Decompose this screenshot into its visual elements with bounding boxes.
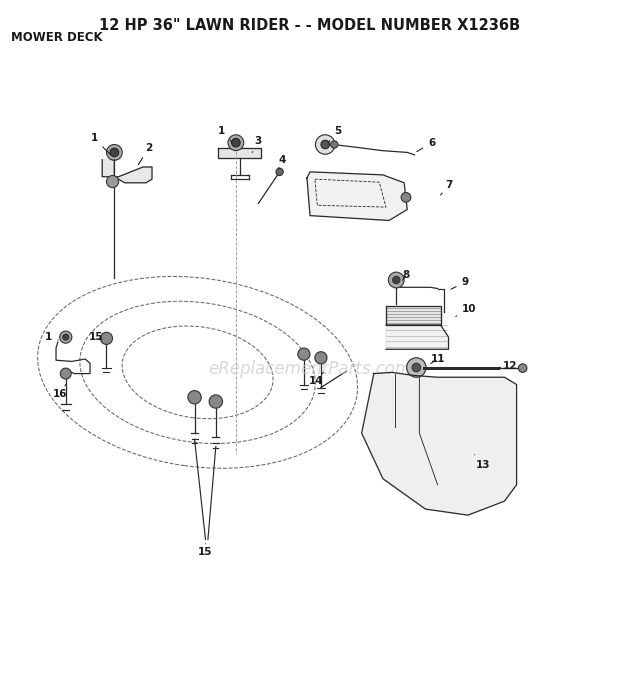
Circle shape <box>407 358 426 377</box>
Text: eReplacementParts.com: eReplacementParts.com <box>208 360 412 379</box>
Circle shape <box>60 368 71 379</box>
Circle shape <box>388 272 404 288</box>
Circle shape <box>321 140 329 149</box>
Text: 7: 7 <box>441 180 452 195</box>
Text: 1: 1 <box>45 332 58 342</box>
Circle shape <box>63 334 69 340</box>
Text: 15: 15 <box>198 544 213 557</box>
Circle shape <box>107 144 122 160</box>
Circle shape <box>107 176 118 188</box>
Circle shape <box>316 135 335 154</box>
Text: 15: 15 <box>89 332 104 342</box>
Circle shape <box>518 364 527 372</box>
Text: 13: 13 <box>475 455 490 470</box>
Text: 1: 1 <box>91 133 110 155</box>
Text: 14: 14 <box>309 372 324 386</box>
Circle shape <box>209 395 223 408</box>
Circle shape <box>100 332 112 344</box>
Text: 5: 5 <box>328 126 341 143</box>
Circle shape <box>232 138 240 147</box>
Text: 3: 3 <box>252 137 262 153</box>
Circle shape <box>330 141 338 148</box>
Text: 1: 1 <box>218 126 232 142</box>
Polygon shape <box>102 160 152 183</box>
Polygon shape <box>307 172 407 220</box>
Circle shape <box>315 352 327 364</box>
Text: 12 HP 36" LAWN RIDER - - MODEL NUMBER X1236B: 12 HP 36" LAWN RIDER - - MODEL NUMBER X1… <box>99 18 521 33</box>
Text: 6: 6 <box>417 138 435 151</box>
Polygon shape <box>386 325 448 349</box>
Circle shape <box>60 331 72 343</box>
Text: 10: 10 <box>456 303 476 316</box>
Polygon shape <box>361 372 516 515</box>
Text: 2: 2 <box>138 142 153 164</box>
Circle shape <box>298 348 310 360</box>
Circle shape <box>276 168 283 176</box>
Circle shape <box>110 148 118 157</box>
Text: 12: 12 <box>500 361 518 371</box>
Text: 11: 11 <box>430 354 445 364</box>
Circle shape <box>228 135 244 151</box>
Text: 9: 9 <box>451 278 469 289</box>
Text: 8: 8 <box>402 270 410 280</box>
Circle shape <box>412 363 420 372</box>
Polygon shape <box>386 305 441 325</box>
Circle shape <box>401 193 411 202</box>
Circle shape <box>392 276 400 284</box>
Text: 16: 16 <box>53 384 67 399</box>
Text: 4: 4 <box>278 155 286 169</box>
Circle shape <box>188 390 202 404</box>
Text: MOWER DECK: MOWER DECK <box>11 31 103 44</box>
Polygon shape <box>218 148 262 158</box>
